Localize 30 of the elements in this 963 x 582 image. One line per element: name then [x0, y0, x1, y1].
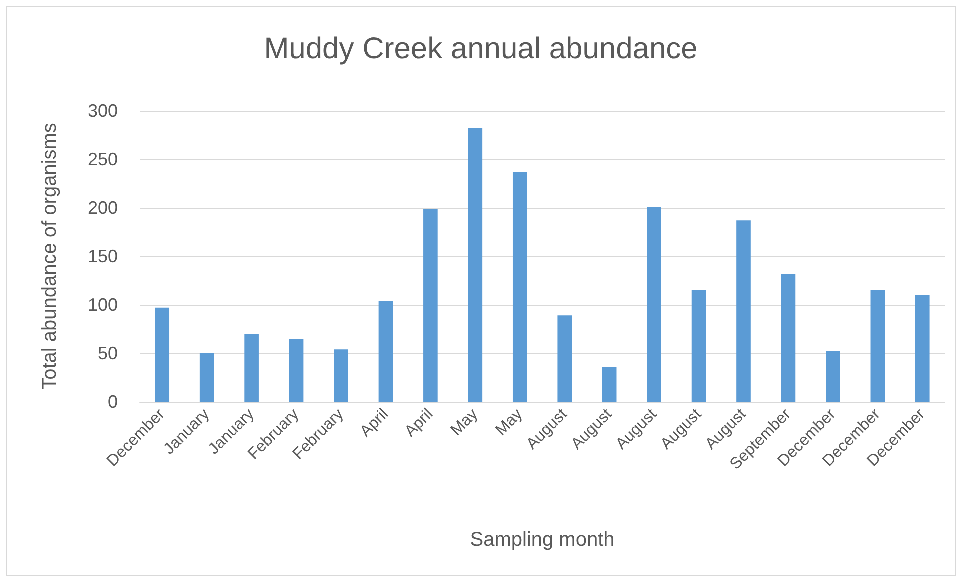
y-tick-label: 50	[98, 344, 118, 364]
bar	[334, 350, 348, 402]
x-tick-label: May	[492, 406, 526, 440]
x-tick-label: May	[448, 406, 482, 440]
bar	[826, 352, 840, 402]
x-axis-title: Sampling month	[470, 529, 615, 551]
bar	[692, 290, 706, 402]
bar	[424, 208, 438, 402]
bar	[378, 301, 394, 402]
bar	[468, 128, 483, 402]
chart-title: Muddy Creek annual abundance	[264, 32, 698, 66]
y-tick-label: 200	[88, 198, 118, 218]
y-tick-label: 100	[88, 295, 118, 315]
bar	[200, 354, 214, 402]
bar	[915, 295, 930, 402]
bar	[512, 172, 528, 402]
bar	[736, 220, 751, 402]
bar	[602, 367, 617, 402]
bar	[558, 316, 572, 402]
y-tick-label: 300	[88, 101, 118, 121]
bar	[781, 274, 796, 402]
y-tick-label: 250	[88, 150, 118, 170]
y-tick-label: 150	[88, 246, 118, 266]
bar	[289, 338, 304, 402]
bar	[870, 290, 886, 402]
y-tick-label: 0	[108, 392, 118, 412]
bar	[155, 308, 170, 402]
bar	[647, 207, 662, 402]
bar	[244, 334, 259, 402]
y-axis-title: Total abundance of organisms	[39, 123, 61, 390]
